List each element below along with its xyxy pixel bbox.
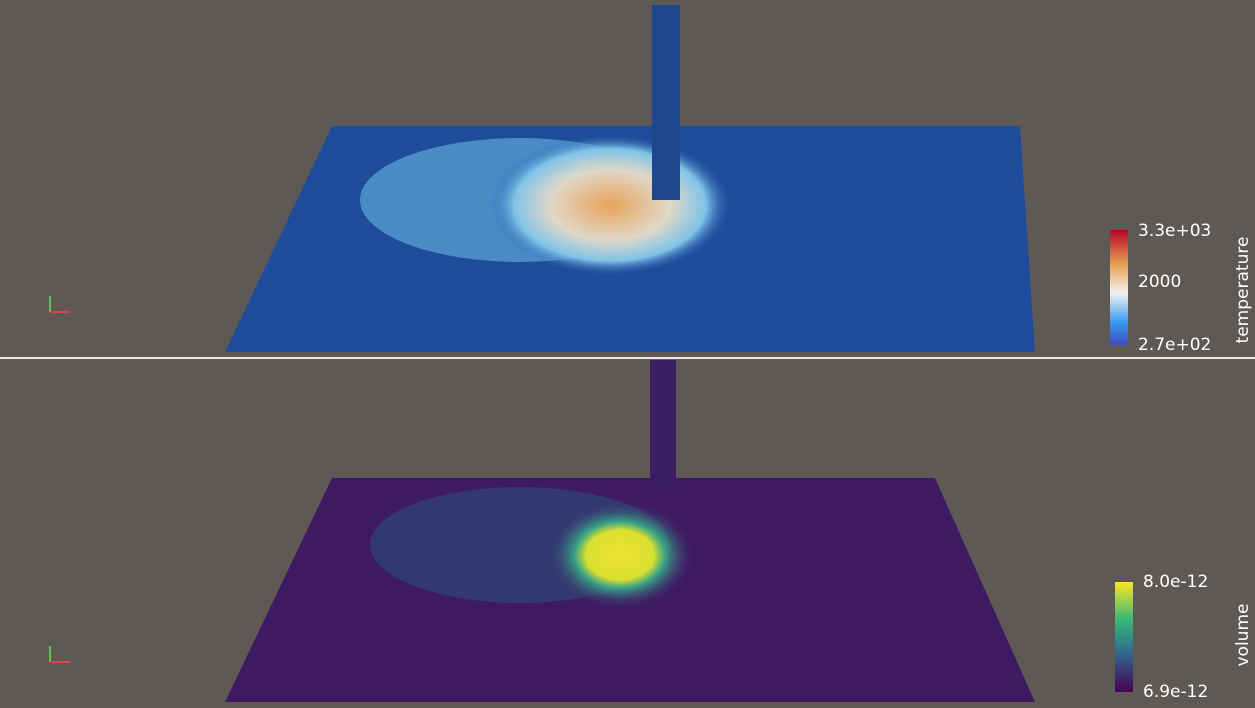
axes-triad (50, 296, 70, 312)
colorbar-title: volume (1233, 604, 1253, 667)
paraview-render: 3.3e+03 2000 2.7e+02 temperature 8.0e-12… (0, 0, 1255, 704)
colorbar-title: temperature (1233, 237, 1253, 344)
colorbar-label: 8.0e-12 (1143, 572, 1208, 592)
page: 3.3e+03 2000 2.7e+02 temperature 8.0e-12… (0, 0, 1255, 704)
view-volume: 8.0e-12 6.9e-12 volume (50, 360, 1253, 702)
colorbar-label: 6.9e-12 (1143, 682, 1208, 702)
view-temperature: 3.3e+03 2000 2.7e+02 temperature (50, 5, 1253, 355)
powder-stream (652, 5, 680, 200)
axes-triad (50, 646, 70, 662)
powder-stream (650, 360, 676, 490)
colorbar (1110, 230, 1128, 345)
colorbar-label: 2000 (1138, 272, 1181, 292)
colorbar (1115, 582, 1133, 692)
colorbar-label: 3.3e+03 (1138, 221, 1211, 241)
melt-pool (545, 500, 695, 610)
melt-pool (490, 135, 730, 275)
colorbar-label: 2.7e+02 (1138, 335, 1211, 355)
